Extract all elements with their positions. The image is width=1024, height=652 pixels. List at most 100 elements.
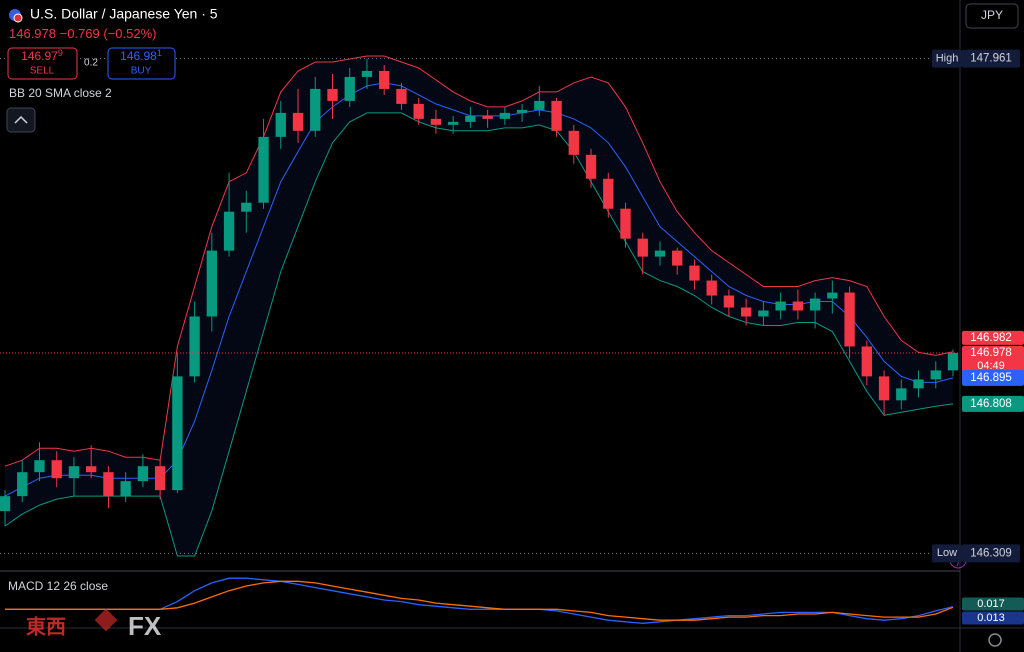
candle-body: [361, 70, 373, 77]
candle-body: [137, 466, 149, 482]
watermark-latin: FX: [128, 611, 162, 641]
macd-value-label: 0.017: [977, 598, 1005, 610]
candle-body: [637, 238, 648, 257]
candle-body: [620, 208, 631, 239]
buy-button[interactable]: [107, 47, 176, 80]
candle-body: [913, 379, 924, 389]
symbol-title: U.S. Dollar / Japanese Yen · 5: [30, 6, 218, 22]
quote: 146.978 −0.769 (−0.52%): [9, 26, 157, 41]
countdown: 04:49: [977, 360, 1005, 372]
candle-body: [292, 112, 304, 131]
buy-label[interactable]: BUY: [131, 66, 152, 77]
collapse-button[interactable]: [6, 107, 36, 133]
candle-body: [154, 466, 166, 491]
candle-body: [206, 250, 218, 317]
candle-body: [947, 353, 959, 371]
band-box: [962, 369, 1024, 386]
price-box-label: 146.309: [970, 547, 1012, 559]
candle-body: [68, 466, 80, 479]
buy-price[interactable]: 146.981: [120, 48, 162, 63]
last-price-box: [962, 346, 1024, 373]
candle-body: [930, 370, 941, 380]
candle-body: [896, 388, 907, 401]
candle-body: [844, 292, 855, 347]
candle-body: [275, 112, 286, 137]
indicator-label: BB 20 SMA close 2: [9, 86, 112, 100]
bollinger-line: [4, 112, 954, 557]
macd-line: [5, 577, 954, 624]
sell-price-main[interactable]: 146.97: [21, 49, 58, 63]
candle-body: [103, 472, 114, 497]
buy-price-main[interactable]: 146.98: [120, 49, 157, 63]
watermark-cjk: 東西: [26, 615, 66, 638]
macd-value-box: [962, 611, 1024, 625]
currency-button[interactable]: [965, 3, 1019, 29]
candle-body: [447, 121, 459, 125]
macd-value-label: 0.013: [977, 612, 1005, 624]
price-box: [962, 544, 1020, 563]
candle-body: [827, 292, 838, 299]
watermark-logo: [94, 608, 118, 632]
price-box: [962, 49, 1020, 68]
band-upper-label: 146.982: [970, 332, 1012, 344]
candle-body: [534, 100, 545, 110]
price-box-label: 147.961: [970, 53, 1012, 65]
candle-body: [465, 115, 476, 122]
sell-price[interactable]: 146.979: [21, 48, 63, 63]
price-labels: High 147.961 Low 146.309 146.982 146.97804:49…: [932, 49, 1024, 625]
candle-body: [482, 115, 493, 119]
band-label: 146.808: [970, 398, 1012, 410]
spread: 0.2: [84, 58, 98, 69]
last-price-label: 146.978: [970, 347, 1012, 359]
band-label: 146.895: [970, 372, 1012, 384]
macd-value-box: [962, 597, 1024, 611]
candle-body: [723, 295, 735, 308]
candle-body: [775, 301, 786, 311]
candle-body: [379, 70, 390, 89]
candle-body: [51, 460, 62, 479]
candle-body: [310, 88, 321, 131]
candle-body: [258, 136, 269, 203]
candle-body: [758, 310, 769, 317]
candle-body: [568, 130, 579, 155]
band-box: [962, 395, 1024, 412]
candle-body: [603, 178, 614, 209]
candle-body: [86, 466, 97, 473]
chevron-icon[interactable]: [14, 115, 28, 124]
candle-body: [120, 481, 131, 497]
candle-body: [740, 307, 752, 317]
candle-body: [34, 460, 45, 473]
candle-body: [189, 316, 200, 377]
candle-body: [809, 298, 821, 311]
candle-body: [344, 76, 355, 101]
currency-label[interactable]: JPY: [981, 8, 1003, 22]
settings-icon[interactable]: [988, 633, 1002, 647]
sell-label[interactable]: SELL: [30, 66, 55, 77]
candle-body: [172, 376, 183, 491]
candle-body: [654, 250, 666, 257]
buy-pip[interactable]: 1: [157, 48, 162, 58]
sell-pip[interactable]: 9: [58, 48, 63, 58]
candle-body: [241, 202, 252, 212]
quote-change: −0.769: [60, 26, 100, 41]
macd-line: [5, 580, 954, 621]
sell-button[interactable]: [7, 47, 78, 80]
marker-tag: [932, 544, 962, 563]
candle-body: [689, 265, 700, 281]
candle-body: [327, 88, 338, 101]
candle-body: [516, 109, 528, 113]
candle-body: [585, 154, 597, 179]
candle-body: [706, 280, 717, 296]
marker-tag: [932, 49, 962, 68]
marker-tag-label: Low: [937, 547, 957, 559]
overlay: U.S. Dollar / Japanese Yen · 5 146.978 −…: [6, 3, 1019, 647]
candle-body: [0, 496, 11, 512]
plot: [0, 55, 960, 624]
quote-price: 146.978: [9, 26, 56, 41]
candle-body: [551, 100, 562, 131]
bollinger-line: [4, 55, 954, 467]
candle-body: [861, 346, 872, 377]
candle-body: [223, 211, 235, 251]
quote-percent: (−0.52%): [103, 26, 156, 41]
